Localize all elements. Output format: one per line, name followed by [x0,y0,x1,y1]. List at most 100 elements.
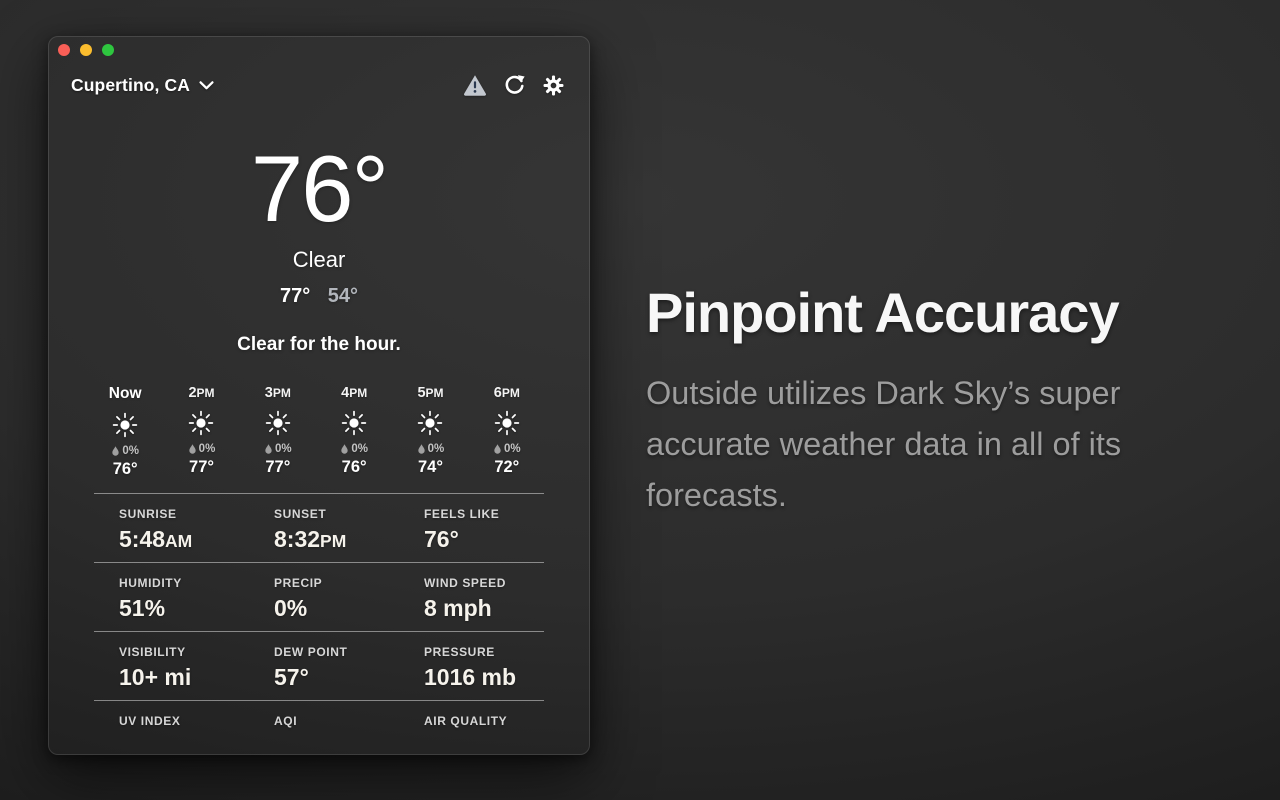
hour-summary: Clear for the hour. [237,334,401,355]
hourly-cell[interactable]: Now 0% 76° [87,385,163,479]
titlebar-actions [463,74,565,97]
hourly-temp: 77° [189,458,214,476]
detail-feels-like: FEELS LIKE 76° [424,507,544,562]
detail-value: 0% [274,595,308,621]
detail-value: 76° [424,526,459,552]
window-controls [58,44,114,56]
details-row: SUNRISE 5:48AM SUNSET 8:32PM FEELS LIKE … [94,493,544,562]
hourly-time: 6 [493,385,502,401]
refresh-icon[interactable] [503,74,526,97]
detail-value: 1016 mb [424,664,517,690]
hourly-cell[interactable]: 5PM 0% 74° [392,385,468,479]
chevron-down-icon [199,80,214,89]
detail-label: AIR QUALITY [424,714,508,728]
hourly-precip: 0% [503,443,521,455]
hourly-time: 2 [188,385,197,401]
detail-value: 57° [274,664,309,690]
hourly-cell[interactable]: 4PM 0% 76° [316,385,392,479]
detail-label: PRESSURE [424,645,495,659]
detail-label: AQI [274,714,298,728]
hourly-temp: 76° [341,458,367,476]
droplet-icon [418,444,425,454]
detail-wind-speed: WIND SPEED 8 mph [424,576,544,631]
promo-heading: Pinpoint Accuracy [646,281,1120,344]
sun-icon [494,410,520,436]
detail-value-suffix: AM [165,531,193,551]
detail-label: WIND SPEED [424,576,507,590]
titlebar: Cupertino, CA [71,71,565,99]
droplet-icon [341,444,348,454]
detail-dew-point: DEW POINT 57° [274,645,424,700]
detail-label: SUNSET [274,507,327,521]
close-window-button[interactable] [58,44,70,56]
hourly-time-suffix: PM [349,386,368,400]
hourly-precip: 0% [351,443,368,455]
high-low-temps: 77° 54° [49,285,589,308]
detail-value: 5:48 [119,526,166,552]
detail-value: 10+ mi [119,664,192,690]
detail-sunrise: SUNRISE 5:48AM [119,507,274,562]
sun-icon [112,412,138,438]
detail-air-quality: AIR QUALITY [424,714,544,754]
detail-label: SUNRISE [119,507,177,521]
weather-details-grid: SUNRISE 5:48AM SUNSET 8:32PM FEELS LIKE … [94,493,544,754]
sun-icon [341,410,367,436]
hourly-temp: 74° [418,458,443,476]
minimize-window-button[interactable] [80,44,92,56]
detail-uv-index: UV INDEX [119,714,274,754]
weather-app-window: Cupertino, CA [48,36,590,755]
hourly-temp: 72° [494,458,520,476]
detail-label: DEW POINT [274,645,348,659]
details-row: VISIBILITY 10+ mi DEW POINT 57° PRESSURE… [94,631,544,700]
location-selector[interactable]: Cupertino, CA [71,75,214,96]
detail-value-suffix: PM [320,531,347,551]
detail-pressure: PRESSURE 1016 mb [424,645,544,700]
detail-label: HUMIDITY [119,576,182,590]
detail-humidity: HUMIDITY 51% [119,576,274,631]
detail-label: PRECIP [274,576,323,590]
promo-section: Pinpoint Accuracy Outside utilizes Dark … [646,282,1206,522]
hourly-precip: 0% [198,443,216,455]
high-temp: 77° [279,285,311,307]
hourly-time: 5 [417,385,426,401]
droplet-icon [189,444,196,454]
detail-label: UV INDEX [119,714,181,728]
details-row: UV INDEX AQI AIR QUALITY [94,700,544,754]
hourly-time-suffix: PM [501,386,520,400]
current-condition: Clear [292,247,346,272]
detail-visibility: VISIBILITY 10+ mi [119,645,274,700]
hourly-time: 3 [264,385,273,401]
detail-label: VISIBILITY [119,645,186,659]
hourly-time-suffix: PM [425,386,444,400]
hourly-precip: 0% [275,443,292,455]
hourly-time-suffix: PM [272,386,291,400]
detail-value: 8:32 [274,526,321,552]
hourly-temp: 77° [265,458,291,476]
hourly-time: Now [108,385,142,402]
droplet-icon [112,446,119,456]
detail-label: FEELS LIKE [424,507,500,521]
detail-sunset: SUNSET 8:32PM [274,507,424,562]
sun-icon [189,410,214,436]
gear-icon[interactable] [542,74,565,97]
hourly-precip: 0% [122,445,139,457]
detail-aqi: AQI [274,714,424,754]
warning-icon[interactable] [463,74,487,96]
promo-body: Outside utilizes Dark Sky’s super accura… [646,374,1122,514]
droplet-icon [265,444,272,454]
hourly-cell[interactable]: 6PM 0% 72° [469,385,545,479]
hourly-precip: 0% [427,443,445,455]
detail-precip: PRECIP 0% [274,576,424,631]
low-temp: 54° [327,285,359,307]
detail-value: 51% [119,595,166,621]
hourly-time: 4 [341,385,350,401]
zoom-window-button[interactable] [102,44,114,56]
location-label: Cupertino, CA [71,74,190,95]
hourly-cell[interactable]: 3PM 0% 77° [240,385,316,479]
detail-value: 8 mph [424,595,492,621]
hourly-temp: 76° [112,460,138,478]
droplet-icon [494,444,501,454]
sun-icon [265,410,291,436]
hourly-forecast: Now 0% 76° 2PM 0% 77° 3PM 0% 77° 4PM 0% … [87,385,545,479]
hourly-cell[interactable]: 2PM 0% 77° [163,385,239,479]
